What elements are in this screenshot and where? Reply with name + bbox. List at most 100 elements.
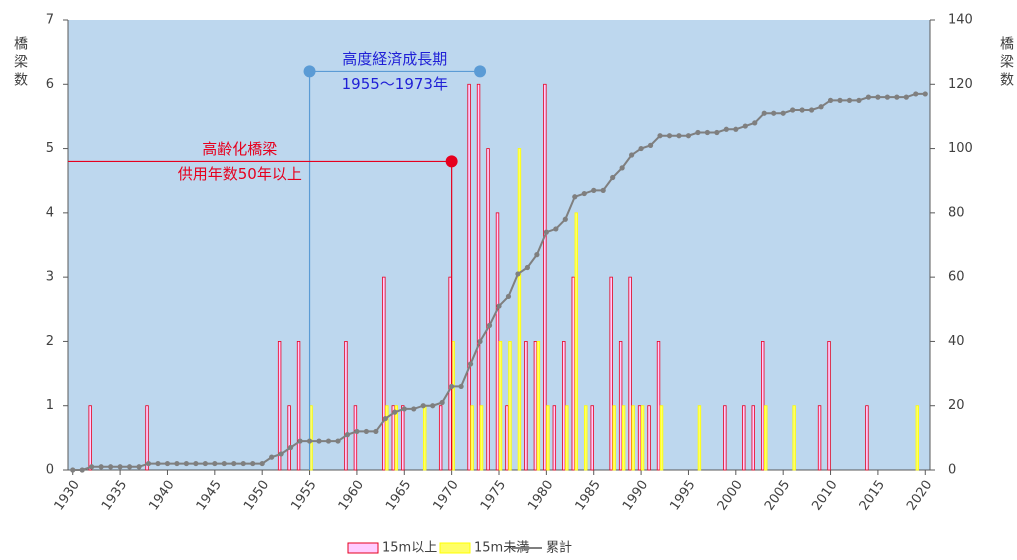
line-point (183, 460, 190, 467)
line-point (174, 460, 180, 467)
bar (827, 341, 831, 471)
line-point (837, 97, 843, 103)
line-point (808, 107, 815, 113)
y2-tick-label: 120 (948, 77, 973, 92)
line-point (411, 406, 417, 412)
line-point (884, 94, 890, 100)
line-point (335, 438, 341, 444)
x-tick-label: 2020 (904, 478, 935, 514)
x-tick-label: 1965 (383, 478, 414, 514)
line-point (515, 271, 521, 277)
y2-tick-label: 40 (948, 334, 965, 349)
x-tick-label: 1960 (336, 478, 367, 514)
line-point (600, 187, 606, 193)
bar (394, 405, 399, 471)
line-point (903, 94, 909, 100)
line-point (401, 406, 407, 412)
line-point (799, 107, 805, 113)
bar (751, 405, 755, 471)
y-tick-label: 6 (46, 77, 54, 92)
line-point (136, 464, 142, 470)
y-tick-label: 7 (46, 13, 54, 28)
bar (552, 405, 557, 471)
line-point (250, 460, 256, 467)
line-point (344, 432, 351, 438)
y-tick-label: 5 (46, 141, 54, 156)
bar (88, 405, 92, 471)
line-point (894, 94, 900, 100)
bar (517, 148, 522, 471)
line-point (704, 129, 710, 136)
line-point (553, 226, 559, 232)
period-marker (474, 65, 487, 78)
line-point (354, 428, 360, 435)
period-label: 供用年数50年以上 (178, 165, 302, 183)
bar (536, 341, 541, 471)
y2-tick-label: 140 (948, 13, 973, 28)
bar (479, 405, 484, 471)
y-tick-label: 2 (46, 334, 54, 349)
x-tick-label: 1990 (620, 478, 651, 514)
bar (145, 405, 149, 471)
y-tick-label: 1 (46, 398, 54, 413)
y2-tick-label: 60 (948, 270, 965, 285)
line-point (325, 438, 332, 444)
line-point (581, 190, 587, 197)
line-point (761, 110, 767, 116)
line-point (117, 464, 123, 470)
line-point (316, 438, 322, 444)
x-tick-label: 1950 (241, 478, 272, 514)
bar (287, 405, 291, 471)
bar (590, 405, 594, 471)
bar (382, 276, 386, 471)
period-marker (445, 155, 458, 168)
bar (792, 405, 796, 471)
bar (640, 405, 645, 471)
bar (385, 405, 389, 471)
line-point (98, 464, 104, 470)
line-point (723, 126, 729, 132)
line-point (382, 415, 388, 422)
line-point (288, 444, 294, 451)
bar (621, 405, 626, 471)
period-label: 高齢化橋梁 (202, 140, 277, 158)
bar (277, 341, 282, 471)
x-tick-label: 2000 (715, 478, 746, 514)
period-marker (303, 65, 316, 78)
line-point (790, 107, 796, 113)
bar (647, 405, 651, 471)
legend-label: 累計 (546, 540, 572, 556)
line-point (212, 460, 218, 467)
line-point (780, 110, 786, 116)
x-tick-label: 1930 (52, 478, 83, 514)
legend-swatch (439, 542, 471, 554)
bar (470, 405, 474, 471)
bar (524, 341, 528, 471)
line-point (913, 91, 919, 97)
line-point (856, 97, 862, 103)
y2-tick-label: 0 (948, 463, 956, 478)
line-point (420, 403, 426, 409)
line-point (231, 460, 237, 467)
line-point (638, 145, 644, 152)
line-point (534, 252, 540, 258)
bar (618, 341, 623, 471)
bar (498, 341, 503, 471)
line-point (524, 264, 531, 271)
bar (401, 405, 405, 471)
line-point (733, 126, 739, 132)
x-tick-label: 1940 (146, 478, 177, 514)
line-point (221, 460, 227, 467)
line-point (155, 460, 161, 467)
bar (546, 405, 550, 471)
bar (574, 212, 578, 471)
period-label: 1955〜1973年 (342, 75, 448, 93)
line-point (771, 110, 777, 116)
line-point (439, 399, 445, 406)
bar (476, 83, 481, 471)
bar (508, 341, 512, 471)
bar (609, 276, 613, 471)
line-point (145, 460, 152, 467)
line-point (676, 133, 682, 139)
x-tick-label: 2015 (857, 478, 888, 514)
